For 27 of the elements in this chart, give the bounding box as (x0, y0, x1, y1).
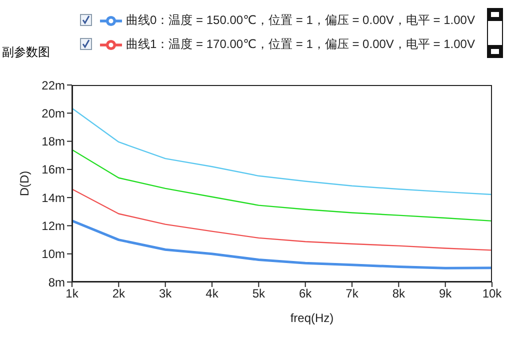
line-series (72, 149, 492, 222)
legend-label: 曲线0：温度 = 150.00℃，位置 = 1，偏压 = 0.00V，电平 = 1.00V (126, 13, 475, 27)
y-axis-title: D(D) (17, 170, 32, 196)
x-tick-label: 9k (438, 286, 453, 301)
x-tick-label: 3k (158, 286, 173, 301)
y-tick-label: 8m (48, 275, 65, 290)
line-series (72, 220, 492, 270)
y-tick-label: 20m (42, 106, 66, 120)
legend-label: 曲线1：温度 = 170.00℃，位置 = 1，偏压 = 0.00V，电平 = 1.00V (126, 37, 475, 51)
y-tick-label: 10m (42, 247, 66, 262)
y-tick-label: 16m (42, 162, 66, 177)
chart-title: 副参数图 (2, 44, 50, 61)
line-series (72, 108, 492, 196)
x-axis-title: freq(Hz) (290, 311, 334, 325)
x-tick-label: 5k (252, 286, 266, 301)
x-tick-label: 10k (482, 286, 503, 301)
x-tick-label: 2k (112, 286, 126, 301)
x-tick-label: 8k (392, 286, 406, 301)
x-tick-label: 4k (206, 286, 220, 301)
y-tick-label: 22m (42, 78, 66, 92)
x-tick-label: 7k (346, 286, 360, 301)
y-tick-label: 14m (42, 190, 66, 205)
x-tick-label: 6k (298, 286, 313, 301)
line-series (72, 188, 492, 251)
y-tick-label: 12m (42, 218, 66, 233)
x-tick-label: 1k (66, 286, 80, 301)
y-tick-label: 18m (42, 134, 66, 149)
